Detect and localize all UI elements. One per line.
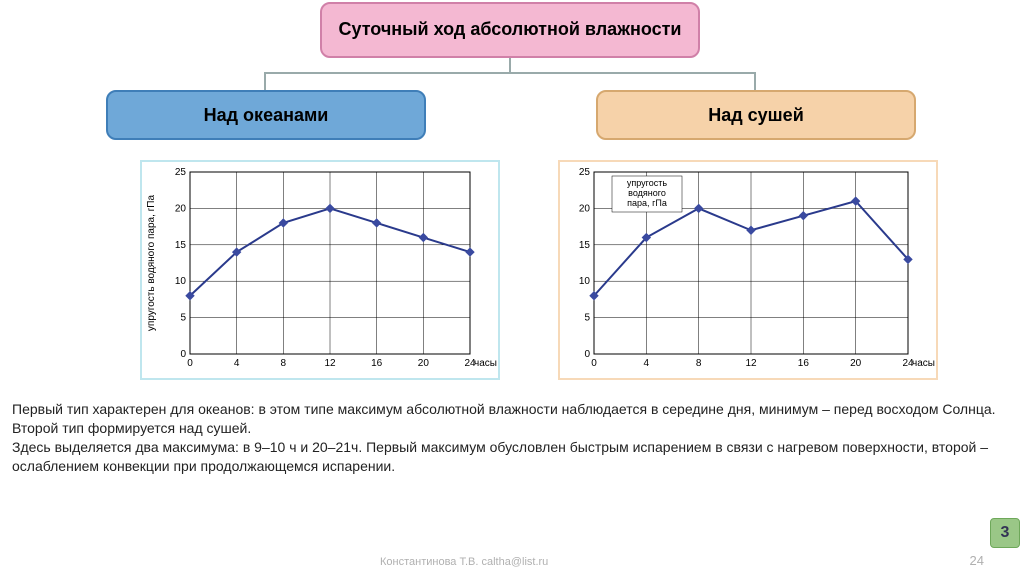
svg-text:20: 20 <box>418 358 430 369</box>
connector <box>754 72 756 90</box>
svg-text:5: 5 <box>584 313 590 324</box>
svg-text:4: 4 <box>644 358 650 369</box>
svg-text:пара, гПа: пара, гПа <box>627 198 667 208</box>
svg-text:10: 10 <box>175 276 187 287</box>
svg-text:4: 4 <box>234 358 240 369</box>
svg-text:12: 12 <box>324 358 336 369</box>
svg-text:20: 20 <box>579 203 591 214</box>
branch-land: Над сушей <box>596 90 916 140</box>
svg-text:12: 12 <box>745 358 757 369</box>
svg-text:0: 0 <box>584 349 590 360</box>
svg-text:часы: часы <box>474 358 497 369</box>
footer-credit: Константинова Т.В. caltha@list.ru <box>380 556 548 568</box>
svg-text:16: 16 <box>798 358 810 369</box>
title-text: Суточный ход абсолютной влажности <box>339 19 682 41</box>
svg-text:0: 0 <box>180 349 186 360</box>
title-box: Суточный ход абсолютной влажности <box>320 2 700 58</box>
slide-badge: 3 <box>990 518 1020 548</box>
svg-text:25: 25 <box>579 167 591 178</box>
svg-text:упругость: упругость <box>627 178 667 188</box>
svg-text:15: 15 <box>579 240 591 251</box>
chart-land: 048121620240510152025часыупругостьводяно… <box>560 162 936 378</box>
branch-ocean: Над океанами <box>106 90 426 140</box>
svg-text:20: 20 <box>850 358 862 369</box>
svg-text:часы: часы <box>912 358 935 369</box>
svg-text:упругость водяного пара, гПа: упругость водяного пара, гПа <box>146 195 157 332</box>
connector <box>264 72 266 90</box>
branch-ocean-label: Над океанами <box>204 105 329 126</box>
chart-ocean: 048121620240510152025часыупругость водян… <box>142 162 498 378</box>
svg-text:15: 15 <box>175 240 187 251</box>
connector <box>509 58 511 72</box>
chart-land-frame: 048121620240510152025часыупругостьводяно… <box>558 160 938 380</box>
slide-badge-number: 3 <box>1001 524 1010 542</box>
chart-ocean-frame: 048121620240510152025часыупругость водян… <box>140 160 500 380</box>
description-text: Первый тип характерен для океанов: в это… <box>12 400 1012 476</box>
page-number: 24 <box>970 553 984 568</box>
svg-text:0: 0 <box>591 358 597 369</box>
svg-text:0: 0 <box>187 358 193 369</box>
branch-land-label: Над сушей <box>708 105 804 126</box>
svg-text:25: 25 <box>175 167 187 178</box>
svg-text:16: 16 <box>371 358 383 369</box>
svg-text:20: 20 <box>175 203 187 214</box>
svg-text:8: 8 <box>281 358 287 369</box>
svg-text:водяного: водяного <box>628 188 666 198</box>
svg-text:10: 10 <box>579 276 591 287</box>
svg-text:8: 8 <box>696 358 702 369</box>
connector <box>264 72 756 74</box>
svg-text:5: 5 <box>180 313 186 324</box>
